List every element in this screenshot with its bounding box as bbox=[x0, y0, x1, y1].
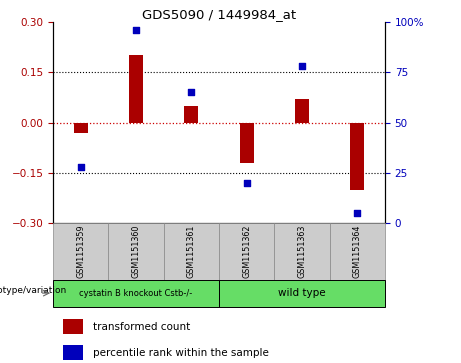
Text: GSM1151362: GSM1151362 bbox=[242, 225, 251, 278]
Text: wild type: wild type bbox=[278, 288, 326, 298]
FancyBboxPatch shape bbox=[108, 223, 164, 280]
Bar bbox=[63, 345, 83, 360]
Bar bbox=[74, 122, 88, 132]
Bar bbox=[295, 99, 309, 122]
Text: GSM1151359: GSM1151359 bbox=[76, 225, 85, 278]
FancyBboxPatch shape bbox=[219, 280, 385, 307]
Text: cystatin B knockout Cstb-/-: cystatin B knockout Cstb-/- bbox=[79, 289, 193, 298]
Bar bbox=[184, 106, 198, 122]
Point bbox=[188, 89, 195, 95]
Bar bbox=[63, 319, 83, 334]
FancyBboxPatch shape bbox=[53, 223, 108, 280]
Text: GSM1151361: GSM1151361 bbox=[187, 225, 196, 278]
FancyBboxPatch shape bbox=[219, 223, 274, 280]
FancyBboxPatch shape bbox=[274, 223, 330, 280]
FancyBboxPatch shape bbox=[330, 223, 385, 280]
Text: transformed count: transformed count bbox=[93, 322, 190, 332]
Point bbox=[298, 63, 306, 69]
Bar bbox=[240, 122, 254, 163]
Text: genotype/variation: genotype/variation bbox=[0, 286, 67, 295]
Text: percentile rank within the sample: percentile rank within the sample bbox=[93, 348, 269, 358]
Text: GSM1151364: GSM1151364 bbox=[353, 225, 362, 278]
Bar bbox=[350, 122, 364, 189]
Bar bbox=[129, 55, 143, 122]
Point bbox=[132, 27, 140, 33]
Text: GSM1151363: GSM1151363 bbox=[297, 225, 307, 278]
Title: GDS5090 / 1449984_at: GDS5090 / 1449984_at bbox=[142, 8, 296, 21]
FancyBboxPatch shape bbox=[53, 280, 219, 307]
FancyBboxPatch shape bbox=[164, 223, 219, 280]
Point bbox=[243, 180, 250, 186]
Point bbox=[354, 210, 361, 216]
Text: GSM1151360: GSM1151360 bbox=[131, 225, 141, 278]
Point bbox=[77, 164, 84, 170]
